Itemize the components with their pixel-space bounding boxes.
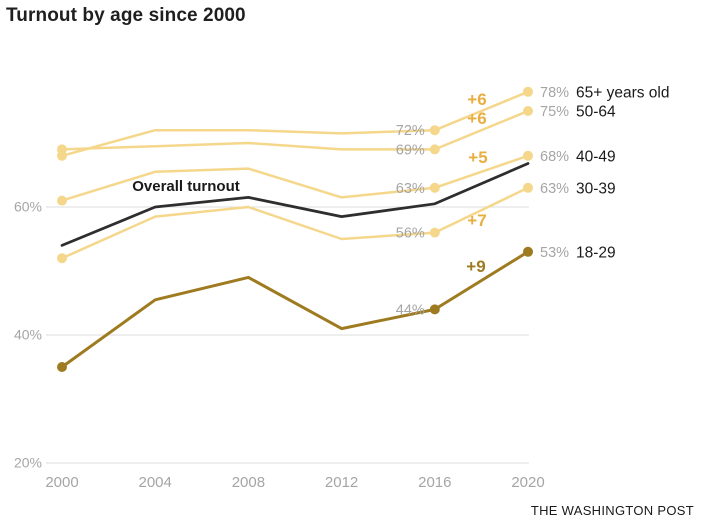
- gain-annotation-age-18-29: +9: [466, 257, 485, 276]
- data-point-age-50-64-2000: [57, 144, 67, 155]
- y-axis-tick-label: 60%: [14, 199, 42, 215]
- point-label-age-40-49-2016: 63%: [396, 181, 425, 197]
- x-axis-tick-label: 2008: [232, 474, 265, 491]
- point-label-age-18-29-2016: 44%: [396, 302, 425, 318]
- y-axis-tick-label: 40%: [14, 327, 42, 343]
- gain-annotation-age-65plus: +6: [467, 90, 486, 109]
- data-point-age-30-39-2020: [523, 182, 533, 193]
- series-end-label-age-30-39: 30-39: [576, 180, 616, 197]
- series-line-age-40-49: [60, 154, 530, 202]
- point-label-age-30-39-2016: 56%: [396, 226, 425, 242]
- series-end-label-age-40-49: 40-49: [576, 148, 616, 165]
- x-axis-tick-label: 2020: [511, 474, 544, 491]
- data-point-age-18-29-2000: [57, 362, 67, 372]
- data-point-age-40-49-2020: [523, 150, 533, 161]
- x-axis-tick-label: 2012: [325, 474, 358, 491]
- chart-title: Turnout by age since 2000: [6, 5, 246, 26]
- series-inline-label-overall-turnout: Overall turnout: [132, 178, 240, 195]
- series-end-label-age-65plus: 65+ years old: [576, 84, 670, 101]
- point-label-age-40-49-2020: 68%: [540, 149, 569, 165]
- data-point-age-40-49-2000: [57, 195, 67, 206]
- data-point-age-65plus-2020: [523, 86, 533, 97]
- point-label-age-18-29-2020: 53%: [540, 245, 569, 261]
- data-point-age-50-64-2020: [523, 106, 533, 116]
- point-label-age-50-64-2020: 75%: [540, 104, 569, 120]
- series-end-label-age-18-29: 18-29: [576, 244, 616, 261]
- data-point-age-30-39-2000: [57, 253, 67, 264]
- x-axis-tick-label: 2000: [45, 474, 78, 491]
- data-point-age-18-29-2020: [523, 246, 533, 257]
- source-attribution: THE WASHINGTON POST: [530, 503, 694, 518]
- point-label-age-65plus-2016: 72%: [396, 123, 425, 139]
- data-point-age-65plus-2016: [429, 125, 440, 136]
- gain-annotation-age-40-49: +5: [468, 148, 487, 167]
- series-line-age-18-29: [60, 250, 530, 369]
- point-label-age-50-64-2016: 69%: [396, 142, 425, 158]
- series-line-overall-turnout: [60, 162, 530, 247]
- gain-annotation-age-30-39: +7: [467, 211, 486, 230]
- y-axis-tick-label: 20%: [14, 455, 42, 471]
- series-line-age-65plus: [60, 90, 530, 158]
- x-axis-tick-label: 2004: [139, 474, 172, 491]
- data-point-age-50-64-2016: [429, 144, 440, 155]
- point-label-age-65plus-2020: 78%: [540, 85, 569, 101]
- series-line-age-30-39: [60, 186, 530, 260]
- x-axis-tick-label: 2016: [418, 474, 451, 491]
- series-end-label-age-50-64: 50-64: [576, 104, 616, 121]
- data-point-age-18-29-2016: [429, 304, 440, 315]
- data-point-age-30-39-2016: [429, 227, 440, 238]
- point-label-age-30-39-2020: 63%: [540, 181, 569, 197]
- gain-annotation-age-50-64: +6: [467, 109, 486, 128]
- series-line-age-50-64: [60, 109, 530, 151]
- data-point-age-40-49-2016: [429, 182, 440, 193]
